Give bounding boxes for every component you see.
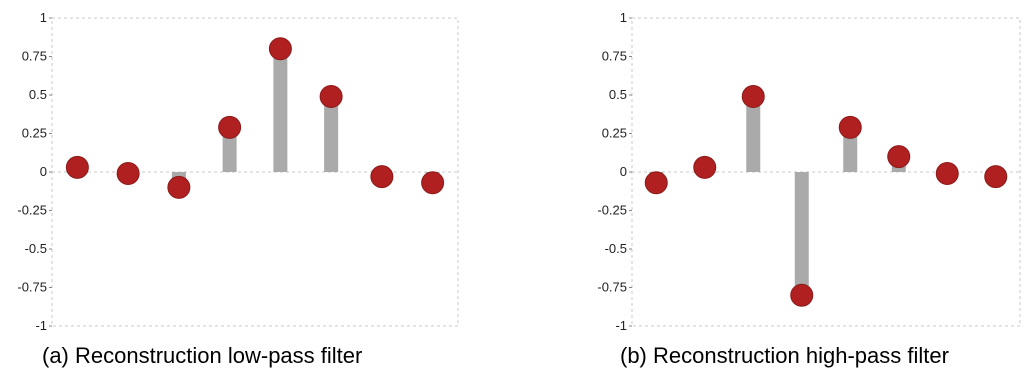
y-tick-label: 0.25 <box>22 126 47 141</box>
y-tick-label: 0 <box>620 164 627 179</box>
stem-bar <box>746 96 761 172</box>
stem-marker <box>790 283 814 307</box>
y-tick-label: -1 <box>615 318 627 333</box>
y-tick-label: 0.5 <box>609 87 627 102</box>
stem-marker <box>65 155 89 179</box>
y-tick-label: -1 <box>35 318 47 333</box>
stem-marker <box>319 85 343 109</box>
y-tick-label: -0.75 <box>597 280 627 295</box>
stem-marker <box>644 171 668 195</box>
y-tick-label: -0.5 <box>25 241 47 256</box>
stem-marker <box>838 115 862 139</box>
y-tick-label: 0.75 <box>602 49 627 64</box>
stem-marker <box>741 85 765 109</box>
y-tick-label: 1 <box>40 10 47 25</box>
y-tick-label: -0.25 <box>597 203 627 218</box>
stem-bar <box>222 127 237 172</box>
caption-lowpass: (a) Reconstruction low-pass filter <box>42 343 363 368</box>
stem-marker <box>167 175 191 199</box>
stem-bar <box>324 96 339 172</box>
chart-lowpass: 1 0.75 0.5 0.25 0 -0.25 -0.5 -0.75 -1 <box>17 10 459 333</box>
stem-bar <box>794 172 809 296</box>
stem-marker <box>984 165 1008 189</box>
y-tick-label: 0.5 <box>29 87 47 102</box>
stem-marker <box>218 115 242 139</box>
stem-marker <box>935 162 959 186</box>
stem-marker <box>421 171 445 195</box>
y-tick-label: 1 <box>620 10 627 25</box>
stem-bar <box>273 48 288 172</box>
y-tick-label: 0 <box>40 164 47 179</box>
chart-panel-lowpass: 1 0.75 0.5 0.25 0 -0.25 -0.5 -0.75 -1 (a) Recons… <box>0 0 512 372</box>
stem-marker <box>693 155 717 179</box>
y-tick-label: -0.75 <box>17 280 47 295</box>
chart-highpass: 1 0.75 0.5 0.25 0 -0.25 -0.5 -0.75 -1 <box>597 10 1021 333</box>
stem-marker <box>116 162 140 186</box>
chart-panel-highpass: 1 0.75 0.5 0.25 0 -0.25 -0.5 -0.75 -1 (b) Recons… <box>512 0 1025 372</box>
y-tick-label: 0.75 <box>22 49 47 64</box>
stem-marker <box>370 165 394 189</box>
y-tick-label: -0.25 <box>17 203 47 218</box>
y-tick-label: -0.5 <box>605 241 627 256</box>
y-tick-label: 0.25 <box>602 126 627 141</box>
stem-bar <box>843 127 858 172</box>
caption-highpass: (b) Reconstruction high-pass filter <box>620 343 949 368</box>
stem-marker <box>268 37 292 61</box>
stem-marker <box>887 145 911 169</box>
